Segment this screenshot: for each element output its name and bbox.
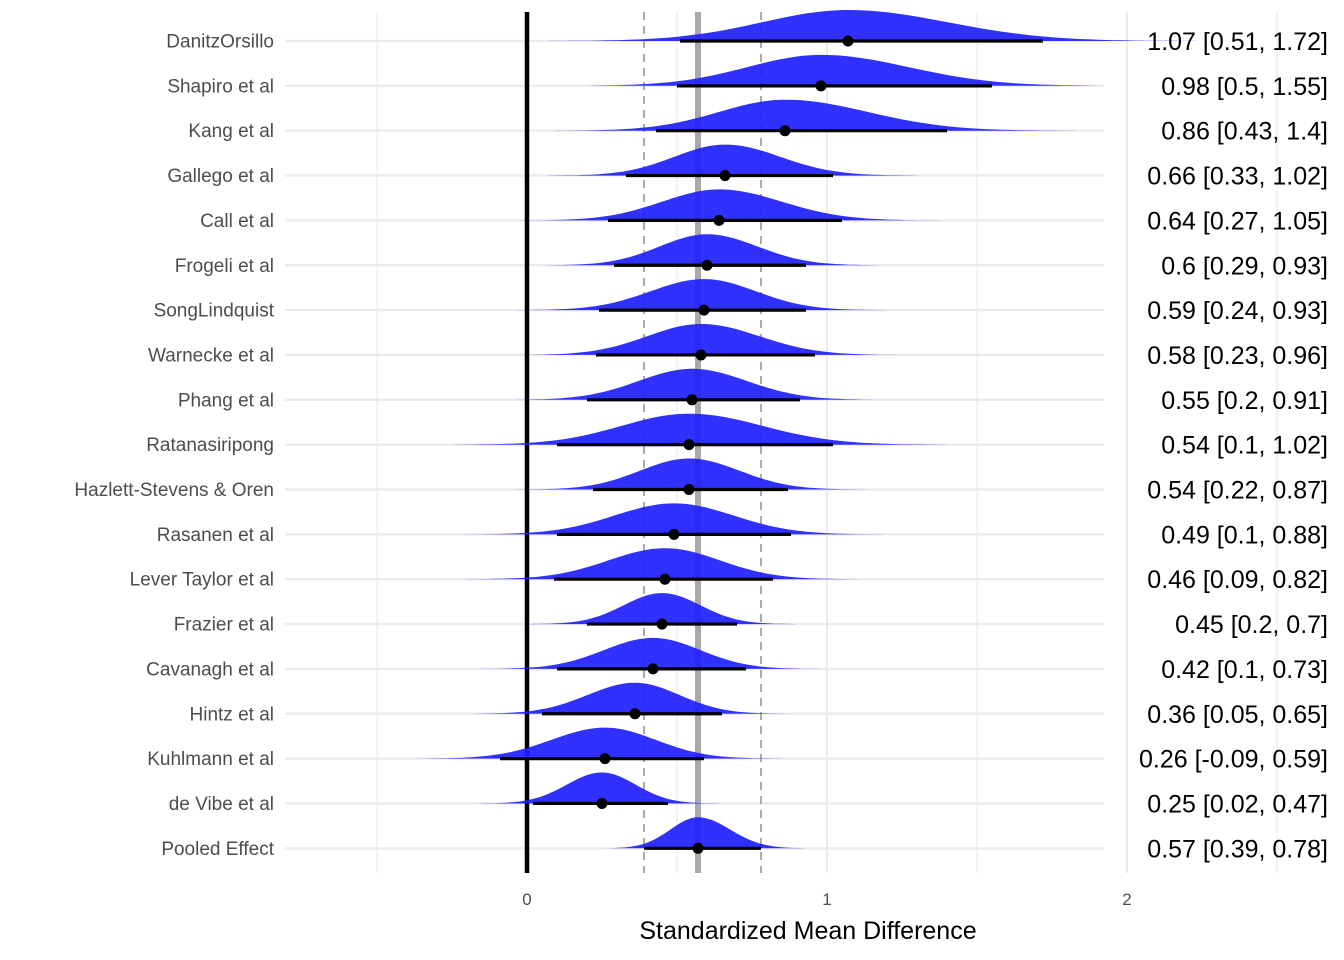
point-estimate-5	[701, 259, 713, 271]
estimate-label-2: 0.86 [0.43, 1.4]	[1161, 118, 1328, 146]
density-18	[601, 817, 811, 849]
estimate-label-14: 0.42 [0.1, 0.73]	[1161, 656, 1328, 684]
x-tick-label: 0	[522, 890, 531, 909]
density-3	[548, 144, 918, 176]
density-1	[563, 54, 1127, 86]
point-estimate-8	[686, 394, 698, 406]
study-label-7: Warnecke et al	[148, 345, 274, 366]
point-estimate-1	[815, 80, 827, 92]
study-label-2: Kang et al	[188, 121, 274, 142]
study-label-13: Frazier et al	[174, 615, 274, 636]
x-axis-title: Standardized Mean Difference	[639, 917, 976, 945]
point-estimate-6	[698, 304, 710, 316]
point-estimate-11	[668, 528, 680, 540]
estimate-label-15: 0.36 [0.05, 0.65]	[1147, 701, 1328, 729]
point-estimate-12	[659, 573, 671, 585]
estimate-label-13: 0.45 [0.2, 0.7]	[1175, 611, 1328, 639]
estimate-label-0: 1.07 [0.51, 1.72]	[1147, 28, 1328, 56]
study-label-6: SongLindquist	[154, 301, 275, 322]
point-estimate-3	[719, 170, 731, 182]
estimate-label-8: 0.55 [0.2, 0.91]	[1161, 387, 1328, 415]
estimate-label-3: 0.66 [0.33, 1.02]	[1147, 163, 1328, 191]
density-15	[468, 682, 791, 714]
density-0	[548, 10, 1197, 41]
study-label-17: de Vibe et al	[169, 794, 274, 815]
point-estimate-15	[629, 708, 641, 720]
density-14	[481, 637, 820, 669]
density-2	[554, 99, 1075, 131]
point-estimate-10	[683, 484, 695, 495]
density-12	[466, 548, 858, 580]
estimate-label-6: 0.59 [0.24, 0.93]	[1147, 297, 1328, 325]
estimate-label-9: 0.54 [0.1, 1.02]	[1161, 432, 1328, 460]
density-6	[516, 279, 887, 311]
estimate-label-17: 0.25 [0.02, 0.47]	[1147, 790, 1328, 818]
density-16	[417, 727, 782, 759]
posterior-densities	[417, 10, 1197, 849]
estimate-label-7: 0.58 [0.23, 0.96]	[1147, 342, 1328, 370]
point-estimate-17	[596, 797, 608, 809]
estimate-label-18: 0.57 [0.39, 0.78]	[1147, 835, 1328, 863]
x-tick-label: 2	[1122, 890, 1131, 909]
estimate-label-1: 0.98 [0.5, 1.55]	[1161, 73, 1328, 101]
study-label-15: Hintz et al	[190, 704, 274, 725]
study-label-4: Call et al	[200, 211, 274, 232]
credible-intervals	[500, 35, 1043, 854]
estimate-labels: 1.07 [0.51, 1.72] 0.98 [0.5, 1.55] 0.86 [0…	[1139, 28, 1328, 863]
study-label-16: Kuhlmann et al	[147, 749, 274, 770]
point-estimate-13	[656, 618, 668, 630]
density-7	[513, 324, 905, 355]
study-label-0: DanitzOrsillo	[166, 32, 274, 53]
point-estimate-16	[599, 753, 611, 765]
density-8	[504, 368, 885, 400]
point-estimate-4	[713, 214, 725, 226]
study-label-11: Rasanen et al	[157, 525, 274, 546]
estimate-label-4: 0.64 [0.27, 1.05]	[1147, 207, 1328, 235]
point-estimate-14	[647, 663, 659, 675]
estimate-label-12: 0.46 [0.09, 0.82]	[1147, 566, 1328, 594]
density-13	[528, 593, 796, 625]
point-estimate-18	[692, 842, 704, 854]
x-tick-label: 1	[822, 890, 831, 909]
study-label-1: Shapiro et al	[167, 76, 274, 97]
study-labels: DanitzOrsillo Shapiro et al Kang et al Gall…	[74, 32, 274, 860]
point-estimate-0	[842, 35, 854, 47]
density-4	[520, 189, 939, 221]
study-label-5: Frogeli et al	[175, 256, 274, 277]
study-label-10: Hazlett-Stevens & Oren	[74, 480, 274, 501]
density-17	[478, 772, 720, 804]
study-label-3: Gallego et al	[167, 166, 274, 187]
density-11	[465, 503, 883, 535]
estimate-label-10: 0.54 [0.22, 0.87]	[1147, 477, 1328, 505]
density-10	[517, 458, 866, 490]
point-estimate-7	[695, 349, 707, 361]
point-estimate-2	[779, 125, 791, 137]
density-9	[453, 413, 947, 445]
study-label-18: Pooled Effect	[161, 839, 274, 860]
estimate-label-11: 0.49 [0.1, 0.88]	[1161, 521, 1328, 549]
study-label-14: Cavanagh et al	[146, 659, 274, 680]
estimate-label-16: 0.26 [-0.09, 0.59]	[1139, 746, 1328, 774]
study-label-8: Phang et al	[178, 390, 274, 411]
study-label-9: Ratanasiripong	[146, 435, 274, 456]
density-5	[540, 234, 884, 266]
x-axis: 0 1 2	[522, 890, 1131, 909]
point-estimate-9	[683, 439, 695, 451]
estimate-label-5: 0.6 [0.29, 0.93]	[1161, 252, 1328, 280]
study-label-12: Lever Taylor et al	[130, 570, 274, 591]
